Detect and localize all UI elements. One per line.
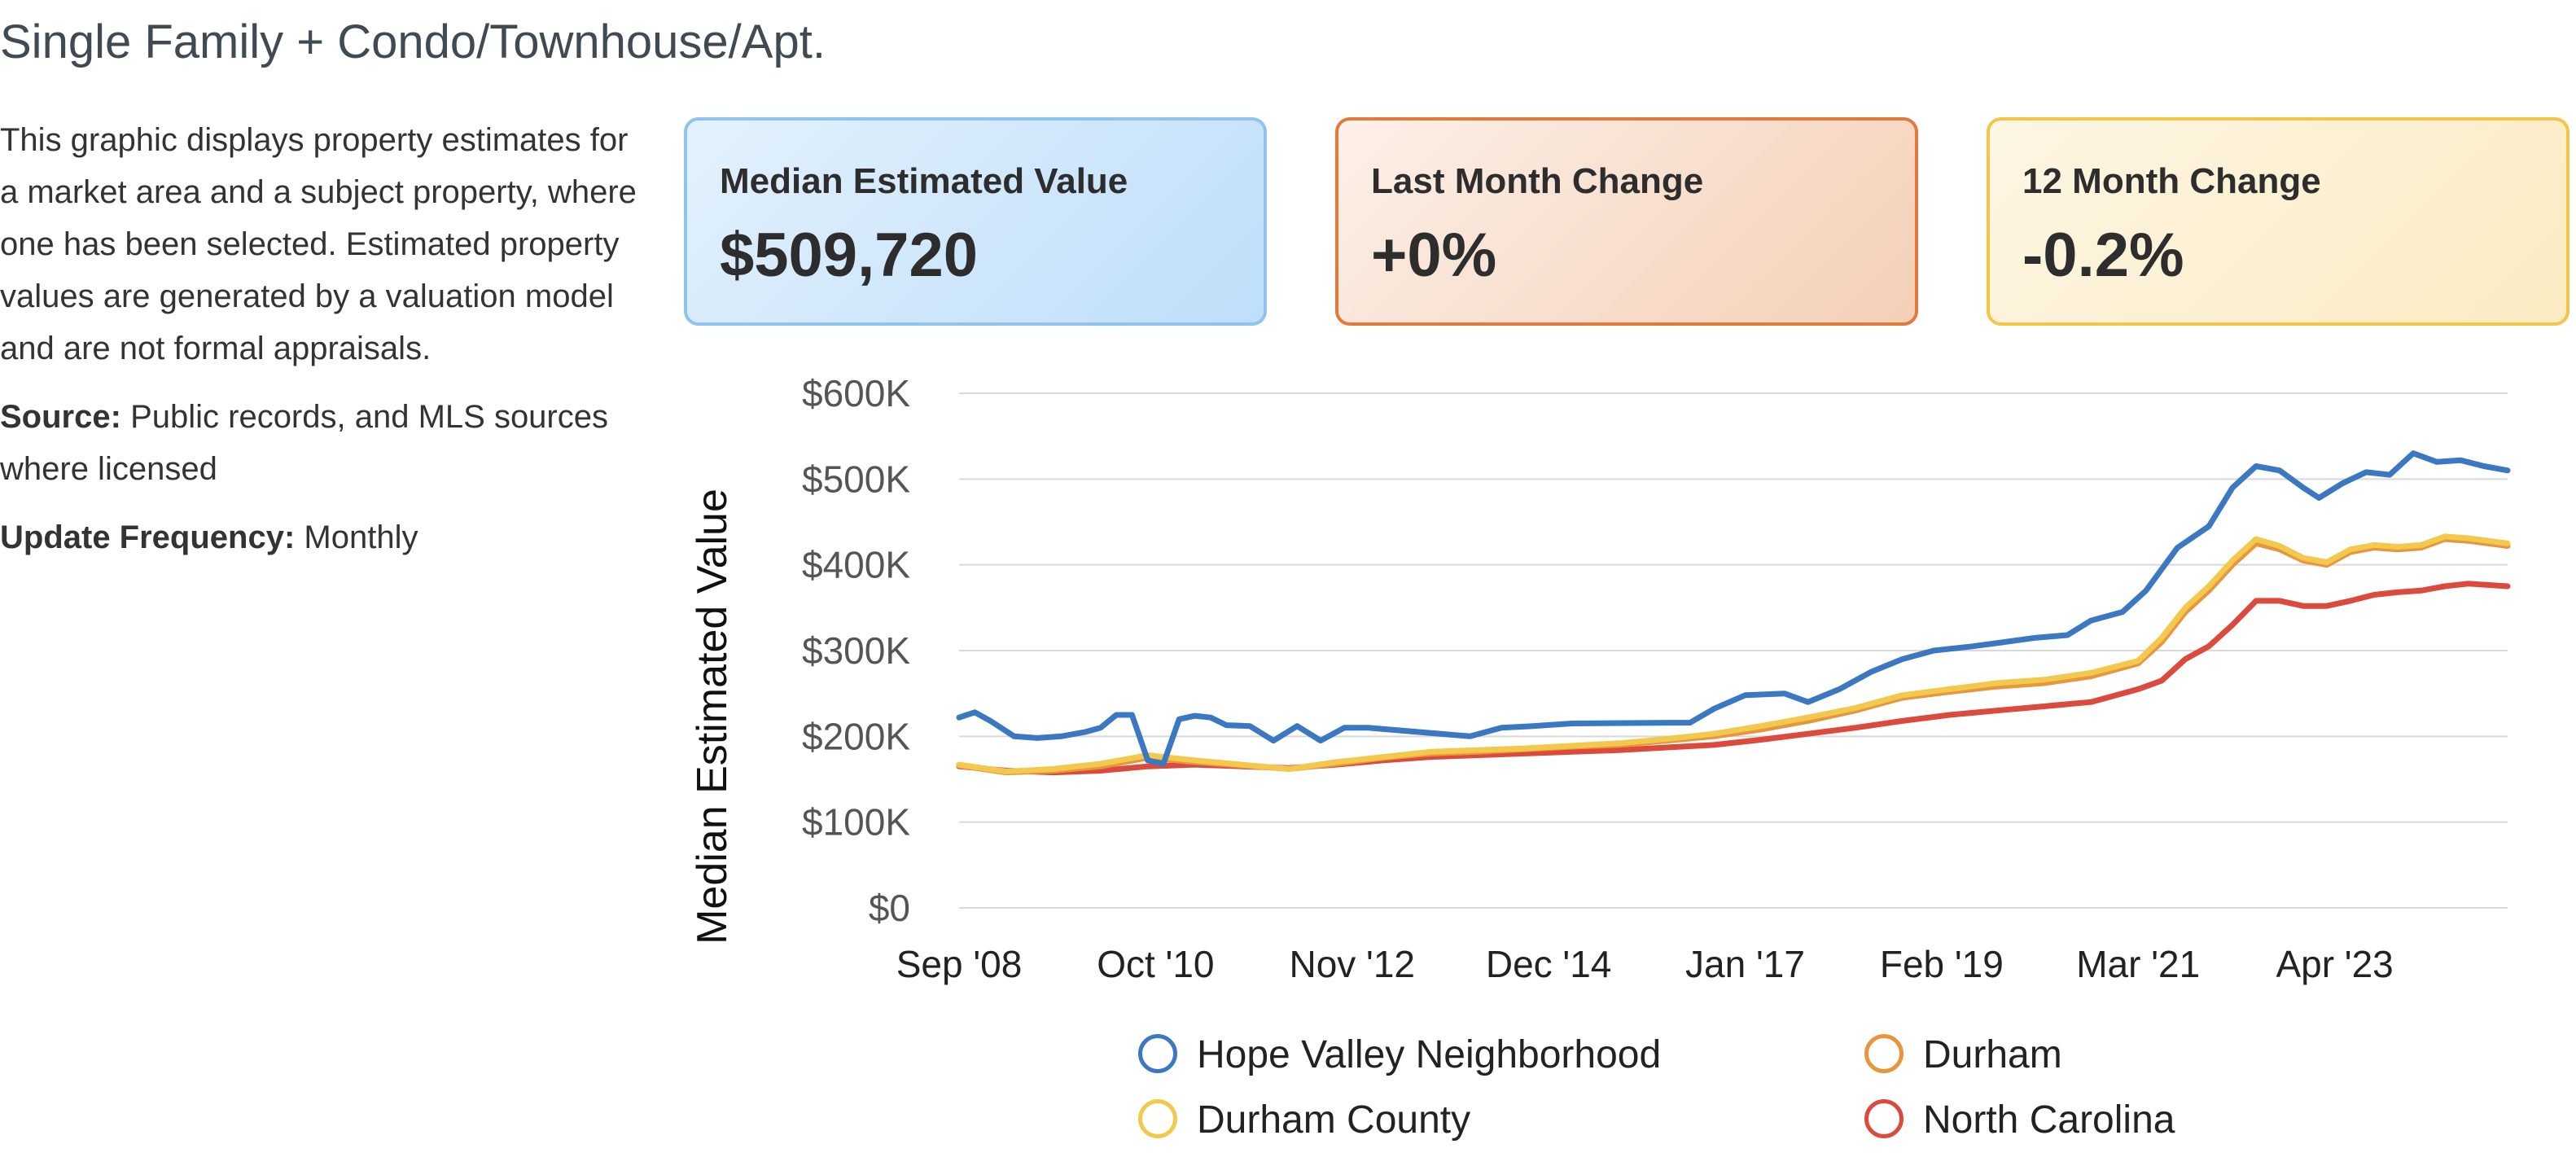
legend-label-durham: Durham	[1923, 1033, 2062, 1076]
legend-item-durham[interactable]: Durham	[1864, 1032, 2062, 1077]
x-tick-label: Dec '14	[1486, 943, 1612, 985]
x-tick-label: Nov '12	[1289, 943, 1415, 985]
series-line-north-carolina	[956, 581, 2511, 776]
median-value-amount: $509,720	[720, 221, 978, 290]
last-month-change-value: +0%	[1371, 221, 1497, 290]
x-tick-label: Feb '19	[1880, 943, 2004, 985]
page-title: Single Family + Condo/Townhouse/Apt.	[0, 15, 826, 68]
series-line-durham-county	[956, 533, 2511, 774]
y-tick-label: $100K	[802, 801, 910, 844]
twelve-month-change-card: 12 Month Change -0.2%	[1987, 117, 2569, 326]
x-tick-label: Apr '23	[2276, 943, 2393, 985]
series-line-durham	[956, 536, 2511, 776]
twelve-month-change-value: -0.2%	[2022, 221, 2184, 290]
legend-marker-north-carolina	[1864, 1099, 1904, 1139]
legend-marker-durham	[1864, 1034, 1904, 1074]
x-tick-label: Oct '10	[1097, 943, 1214, 985]
legend-label-hope-valley: Hope Valley Neighborhood	[1197, 1033, 1662, 1076]
series-line-hope-valley-neighborhood	[956, 450, 2511, 767]
update-frequency-line: Update Frequency: Monthly	[0, 511, 643, 563]
description-text: This graphic displays property estimates…	[0, 122, 637, 366]
source-line: Source: Public records, and MLS sources …	[0, 391, 643, 495]
median-value-card: Median Estimated Value $509,720	[684, 117, 1267, 326]
y-tick-label: $500K	[802, 458, 910, 500]
median-value-label: Median Estimated Value	[720, 161, 1128, 201]
y-tick-label: $300K	[802, 629, 910, 672]
x-tick-label: Sep '08	[896, 943, 1023, 985]
legend-item-north-carolina[interactable]: North Carolina	[1864, 1098, 2175, 1142]
legend-item-hope-valley[interactable]: Hope Valley Neighborhood	[1138, 1032, 1661, 1077]
y-tick-label: $0	[869, 887, 910, 929]
legend-label-durham-county: Durham County	[1197, 1098, 1471, 1142]
update-frequency-label: Update Frequency:	[0, 519, 296, 555]
x-tick-label: Jan '17	[1685, 943, 1805, 985]
legend-label-north-carolina: North Carolina	[1923, 1098, 2175, 1142]
y-axis-label: Median Estimated Value	[689, 489, 736, 945]
legend-marker-hope-valley	[1138, 1034, 1177, 1074]
y-tick-label: $400K	[802, 544, 910, 586]
update-frequency-text: Monthly	[304, 519, 418, 555]
legend-item-durham-county[interactable]: Durham County	[1138, 1098, 1470, 1142]
legend-marker-durham-county	[1138, 1099, 1177, 1139]
source-label: Source:	[0, 399, 121, 435]
last-month-change-label: Last Month Change	[1371, 161, 1704, 201]
source-text: Public records, and MLS sources where li…	[0, 399, 608, 487]
twelve-month-change-label: 12 Month Change	[2022, 161, 2321, 201]
y-tick-label: $200K	[802, 715, 910, 757]
y-tick-label: $600K	[802, 372, 910, 414]
description-panel: This graphic displays property estimates…	[0, 114, 643, 580]
last-month-change-card: Last Month Change +0%	[1335, 117, 1918, 326]
x-tick-label: Mar '21	[2076, 943, 2200, 985]
